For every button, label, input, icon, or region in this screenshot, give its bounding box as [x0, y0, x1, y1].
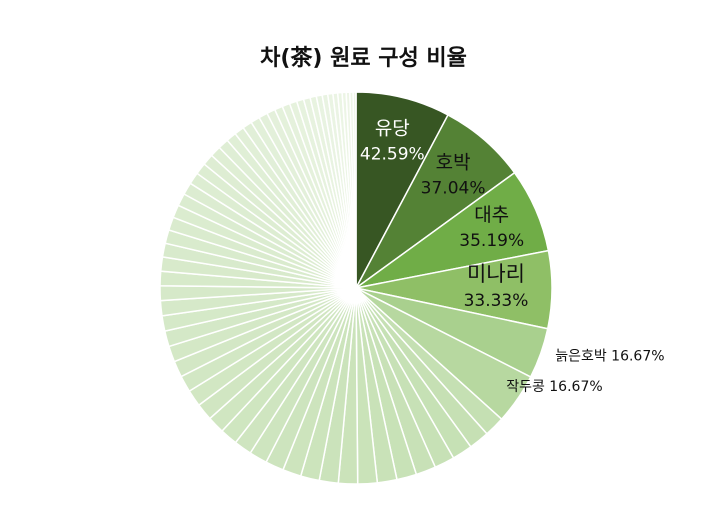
pie-slice-1	[355, 91, 450, 289]
slice-label: 호박	[436, 151, 471, 173]
slice-label: 작두콩 16.67%	[506, 379, 602, 395]
slice-label: 대추	[474, 204, 509, 226]
pie-slice-other	[352, 91, 357, 289]
slice-value-label: 33.33%	[464, 291, 529, 311]
slice-label: 유당	[375, 118, 410, 140]
slice-label: 미나리	[467, 262, 525, 286]
chart-title: 차(茶) 원료 구성 비율	[260, 46, 467, 71]
slice-value-label: 42.59%	[360, 145, 425, 165]
slice-value-label: 37.04%	[421, 178, 486, 198]
slice-value-label: 35.19%	[459, 231, 524, 251]
slice-label: 늙은호박 16.67%	[555, 348, 664, 364]
